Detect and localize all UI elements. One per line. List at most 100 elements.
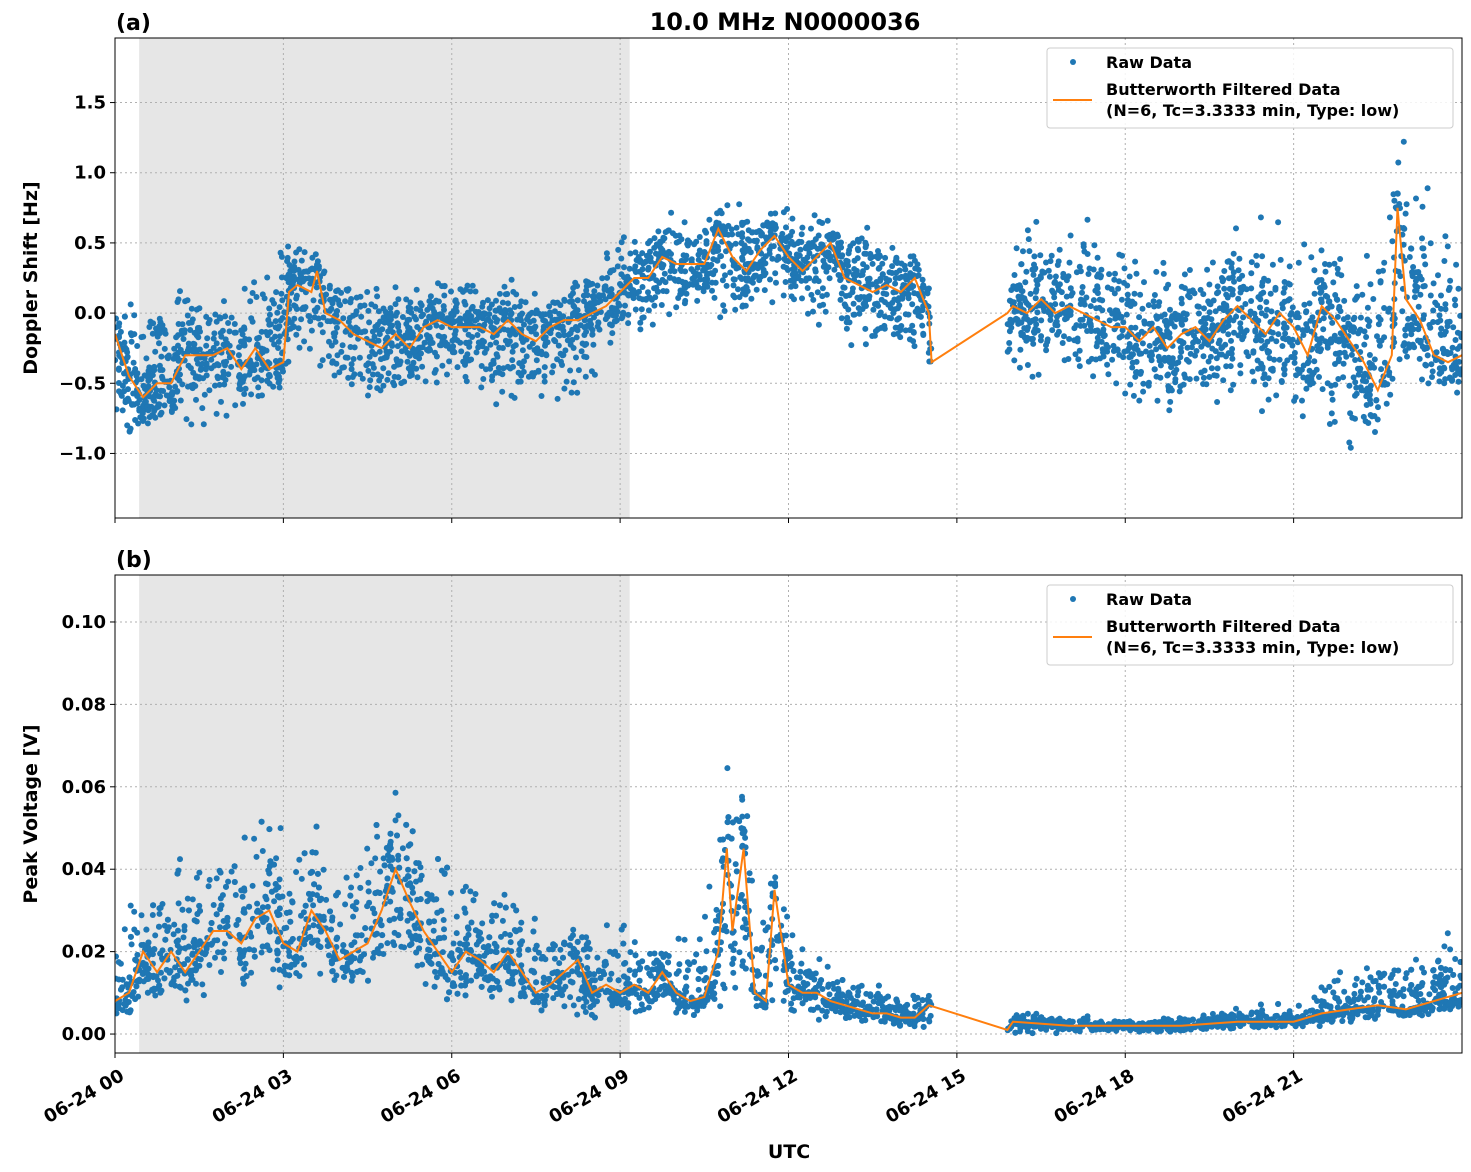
raw-data-point [145,407,152,414]
raw-data-point [882,299,888,306]
raw-data-point [268,336,275,343]
raw-data-point [124,354,131,361]
raw-data-point [633,279,640,285]
raw-data-point [881,313,888,320]
raw-data-point [1458,366,1462,373]
raw-data-point [762,260,769,267]
raw-data-point [1420,316,1427,322]
raw-data-point [488,301,495,308]
raw-data-point [1201,315,1208,322]
raw-data-point [570,290,576,297]
raw-data-point [1308,376,1315,383]
raw-data-point [1030,271,1037,278]
raw-data-point [275,338,282,345]
raw-data-point [1228,264,1235,271]
raw-data-point [780,235,786,242]
raw-data-point [487,341,494,348]
raw-data-point [1185,358,1192,365]
raw-data-point [357,293,364,300]
raw-data-point [1100,326,1107,333]
raw-data-point [1087,323,1094,330]
raw-data-point [308,327,315,334]
raw-data-point [696,272,703,279]
raw-data-point [788,283,795,290]
raw-data-point [1157,374,1164,381]
raw-data-point [1437,317,1444,324]
raw-data-point [317,362,324,369]
raw-data-point [1143,348,1149,355]
raw-data-point [363,362,370,369]
raw-data-point [301,338,308,345]
raw-data-point [743,284,750,291]
raw-data-point [655,228,662,235]
raw-data-point [441,306,447,313]
raw-data-point [1265,396,1272,403]
raw-data-point [392,301,399,308]
raw-data-point [1419,376,1425,383]
raw-data-point [753,272,760,279]
raw-data-point [345,318,352,325]
raw-data-point [742,834,749,841]
raw-data-point [870,306,877,313]
raw-data-point [1047,317,1054,323]
raw-data-point [1118,313,1125,320]
raw-data-point [1372,429,1378,435]
raw-data-point [1183,311,1190,318]
raw-data-point [1081,322,1088,329]
raw-data-point [1331,332,1338,339]
raw-data-point [206,317,213,323]
raw-data-point [837,276,844,282]
raw-data-point [792,283,799,290]
raw-data-point [228,363,235,370]
raw-data-point [636,295,643,302]
raw-data-point [863,242,870,248]
raw-data-point [772,270,779,277]
raw-data-point [427,340,434,347]
raw-data-point [850,984,857,991]
raw-data-point [1165,281,1172,288]
raw-data-point [1303,308,1310,315]
raw-data-point [1013,245,1020,252]
raw-data-point [320,284,327,291]
raw-data-point [156,910,163,917]
raw-data-point [367,377,374,384]
raw-data-point [909,322,916,329]
raw-data-point [1066,259,1073,266]
raw-data-point [1093,343,1100,350]
raw-data-point [1250,348,1257,355]
raw-data-point [384,376,391,383]
raw-data-point [1119,252,1126,259]
raw-data-point [827,257,834,264]
raw-data-point [210,335,217,342]
raw-data-point [1411,294,1418,301]
raw-data-point [1075,356,1082,363]
raw-data-point [799,224,806,231]
raw-data-point [237,386,244,393]
raw-data-point [775,255,782,262]
raw-data-point [184,347,191,354]
raw-data-point [1442,376,1449,383]
raw-data-point [520,368,527,375]
raw-data-point [1248,259,1255,266]
raw-data-point [391,373,398,380]
raw-data-point [1449,344,1456,351]
raw-data-point [640,314,647,321]
raw-data-point [1313,366,1320,373]
raw-data-point [518,335,525,342]
raw-data-point [184,312,191,319]
raw-data-point [427,347,434,354]
raw-data-point [407,365,414,372]
raw-data-point [1233,225,1239,232]
raw-data-point [1337,256,1344,262]
raw-data-point [1221,285,1228,292]
raw-data-point [213,875,220,882]
raw-data-point [448,317,455,324]
raw-data-point [843,257,850,264]
raw-data-point [1056,246,1063,253]
raw-data-point [554,395,561,402]
raw-data-point [152,348,159,355]
raw-data-point [569,336,576,343]
raw-data-point [1410,315,1417,322]
raw-data-point [1037,273,1044,280]
